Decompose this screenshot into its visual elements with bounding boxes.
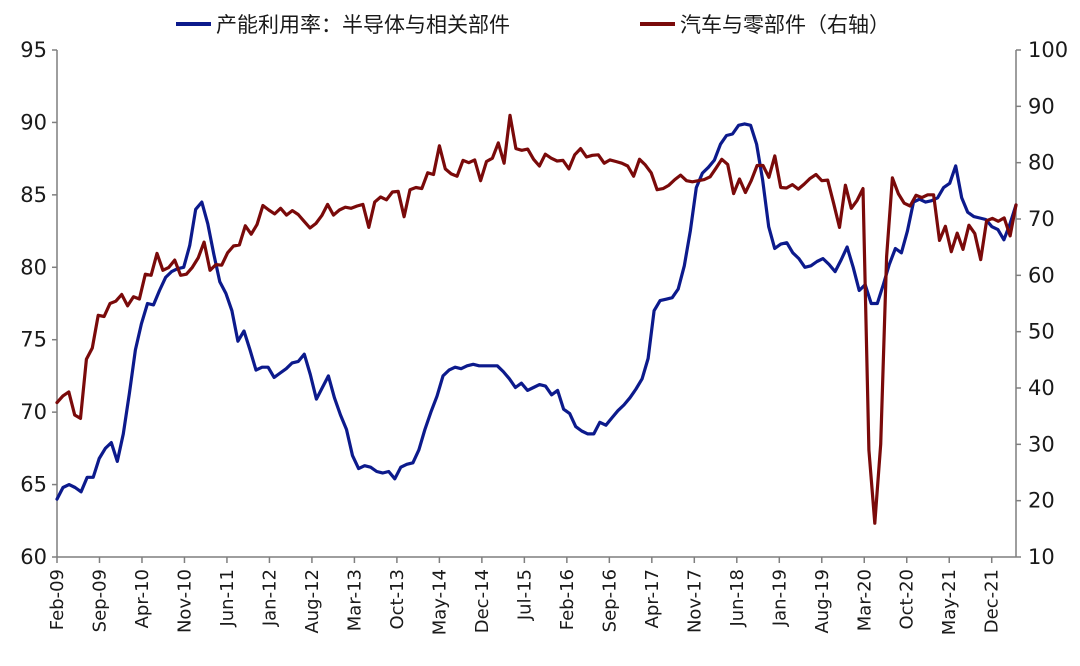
- left-tick-label: 65: [20, 473, 47, 497]
- x-tick-label: Mar-20: [854, 569, 875, 631]
- x-tick-label: Jun-11: [217, 569, 238, 628]
- x-tick-label: Aug-19: [812, 569, 833, 634]
- left-tick-label: 80: [20, 255, 47, 279]
- left-tick-label: 85: [20, 183, 47, 207]
- x-tick-label: Dec-21: [982, 569, 1003, 633]
- right-tick-label: 10: [1028, 545, 1055, 569]
- x-tick-label: Jul-15: [514, 569, 535, 621]
- x-tick-label: Apr-10: [132, 569, 153, 628]
- right-tick-label: 100: [1028, 38, 1068, 62]
- right-axis-ticks: 100 90 80 70 60 50 40 30 20 10: [1016, 38, 1068, 569]
- right-tick-label: 40: [1028, 376, 1055, 400]
- series-line-semiconductor: [55, 122, 1018, 501]
- legend-label-auto-parts: 汽车与零部件（右轴）: [680, 13, 890, 37]
- right-tick-label: 20: [1028, 489, 1055, 513]
- right-tick-label: 70: [1028, 207, 1055, 231]
- right-tick-label: 30: [1028, 432, 1055, 456]
- x-tick-label: Mar-13: [344, 569, 365, 631]
- x-tick-label: Feb-16: [557, 569, 578, 630]
- x-tick-label: Oct-13: [387, 569, 408, 630]
- x-tick-label: Jan-12: [259, 569, 280, 627]
- x-tick-label: Nov-10: [174, 569, 195, 633]
- x-tick-label: Feb-09: [47, 569, 68, 630]
- axes: [56, 50, 1017, 558]
- left-tick-label: 90: [20, 110, 47, 134]
- series-line-auto-parts: [55, 113, 1018, 525]
- x-tick-label: Sep-16: [599, 569, 620, 632]
- x-tick-label: Jan-19: [769, 569, 790, 627]
- x-tick-label: Jun-18: [727, 569, 748, 628]
- x-tick-label: Nov-17: [684, 569, 705, 633]
- x-tick-label: May-14: [429, 569, 450, 635]
- legend-label-semiconductor: 产能利用率：半导体与相关部件: [216, 13, 510, 37]
- right-tick-label: 60: [1028, 263, 1055, 287]
- left-tick-label: 60: [20, 545, 47, 569]
- x-tick-label: Oct-20: [897, 569, 918, 630]
- left-tick-label: 95: [20, 38, 47, 62]
- legend: 产能利用率：半导体与相关部件 汽车与零部件（右轴）: [176, 13, 890, 37]
- x-tick-label: Apr-17: [642, 569, 663, 628]
- x-tick-label: Dec-14: [472, 569, 493, 633]
- x-tick-label: Aug-12: [302, 569, 323, 634]
- x-axis-ticks: Feb-09 Sep-09 Apr-10 Nov-10 Jun-11 Jan-12 Aug-…: [47, 557, 1003, 635]
- right-tick-label: 90: [1028, 94, 1055, 118]
- left-axis-ticks: 95 90 85 80 75 70 65 60: [20, 38, 57, 569]
- x-tick-label: Sep-09: [89, 569, 110, 632]
- right-tick-label: 50: [1028, 320, 1055, 344]
- series-group: [55, 113, 1018, 525]
- left-tick-label: 75: [20, 328, 47, 352]
- x-tick-label: May-21: [939, 569, 960, 635]
- left-tick-label: 70: [20, 400, 47, 424]
- right-tick-label: 80: [1028, 151, 1055, 175]
